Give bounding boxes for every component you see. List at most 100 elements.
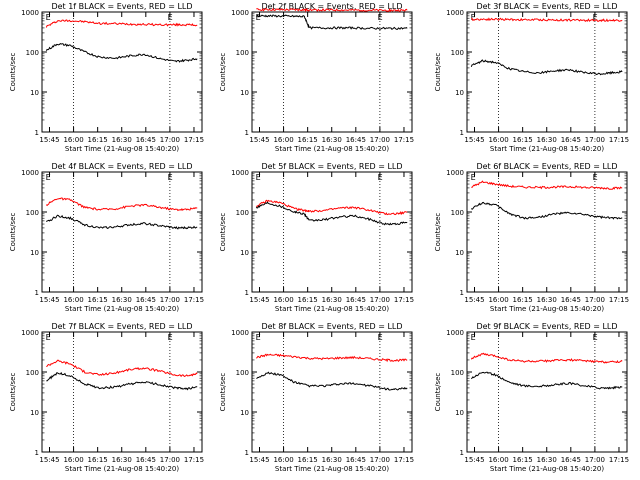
y-axis-label: Counts/sec [434,53,442,92]
x-tick-label: 15:45 [39,136,59,144]
series-line-lld [471,17,623,23]
y-tick-label: 100 [26,49,39,57]
y-tick-label: 1000 [231,169,249,177]
x-tick-label: 17:15 [609,296,629,304]
x-tick-label: 16:30 [537,456,557,464]
x-tick-label: 17:15 [394,136,414,144]
panel-title: Det 3f BLACK = Events, RED = LLD [476,2,617,11]
event-marker: E [593,333,598,342]
x-tick-label: 15:45 [39,456,59,464]
x-tick-label: 16:00 [63,456,83,464]
y-tick-label: 10 [30,409,39,417]
plot-frame [41,331,203,453]
series-line-lld [46,359,198,378]
event-marker: E [378,333,383,342]
x-axis-label: Start Time (21-Aug-08 15:40:20) [490,145,604,153]
x-tick-label: 16:15 [298,456,318,464]
x-tick-label: 16:00 [273,296,293,304]
x-tick-label: 17:15 [184,456,204,464]
y-tick-label: 1 [35,129,39,137]
x-tick-label: 17:15 [394,296,414,304]
x-axis-label: Start Time (21-Aug-08 15:40:20) [490,465,604,473]
x-tick-label: 16:45 [136,296,156,304]
y-tick-label: 1 [460,289,464,297]
x-axis-label: Start Time (21-Aug-08 15:40:20) [65,145,179,153]
x-tick-label: 17:15 [394,456,414,464]
y-tick-label: 1000 [21,329,39,337]
x-tick-label: 17:00 [160,296,180,304]
x-tick-label: 16:00 [488,456,508,464]
y-tick-label: 100 [26,209,39,217]
x-tick-label: 16:45 [561,456,581,464]
y-tick-label: 100 [451,49,464,57]
series-line-events [45,214,198,230]
x-tick-label: 16:30 [322,136,342,144]
series-line-events [256,371,408,391]
y-tick-label: 10 [455,249,464,257]
x-tick-label: 16:15 [88,456,108,464]
x-tick-label: 16:45 [561,296,581,304]
panel-title: Det 9f BLACK = Events, RED = LLD [476,322,617,331]
event-marker: E [168,333,173,342]
plot-frame [466,171,628,293]
x-tick-label: 16:45 [346,456,366,464]
plot-frame [251,331,413,453]
y-tick-label: 1 [460,449,464,457]
x-tick-label: 16:15 [88,136,108,144]
panel-title: Det 4f BLACK = Events, RED = LLD [51,162,192,171]
x-tick-label: 16:45 [346,296,366,304]
x-tick-label: 15:45 [464,456,484,464]
x-tick-label: 16:00 [63,136,83,144]
event-marker: E [46,333,51,342]
x-axis-label: Start Time (21-Aug-08 15:40:20) [490,305,604,313]
y-tick-label: 10 [455,409,464,417]
y-tick-label: 1000 [446,9,464,17]
series-line-lld [256,199,408,216]
event-marker: E [46,173,51,182]
series-line-lld [45,197,198,212]
y-axis-label: Counts/sec [9,373,17,412]
y-tick-label: 1 [245,289,249,297]
series-line-events [255,201,408,226]
panel-title: Det 5f BLACK = Events, RED = LLD [261,162,402,171]
y-tick-label: 1000 [231,329,249,337]
x-tick-label: 15:45 [464,136,484,144]
x-tick-label: 16:30 [112,296,132,304]
y-tick-label: 10 [240,89,249,97]
y-tick-label: 1000 [446,169,464,177]
x-tick-label: 17:15 [609,456,629,464]
event-marker: E [471,173,476,182]
y-tick-label: 100 [26,369,39,377]
y-tick-label: 1 [35,289,39,297]
x-tick-label: 16:45 [561,136,581,144]
y-tick-label: 10 [240,409,249,417]
x-axis-label: Start Time (21-Aug-08 15:40:20) [65,465,179,473]
series-line-lld [471,180,623,190]
x-tick-label: 16:45 [346,136,366,144]
plot-frame [251,171,413,293]
x-tick-label: 15:45 [249,296,269,304]
y-axis-label: Counts/sec [219,213,227,252]
x-tick-label: 16:30 [537,296,557,304]
event-marker: E [378,13,383,22]
x-tick-label: 17:00 [585,296,605,304]
x-axis-label: Start Time (21-Aug-08 15:40:20) [275,305,389,313]
x-tick-label: 16:15 [298,136,318,144]
y-tick-label: 10 [240,249,249,257]
x-tick-label: 17:00 [160,456,180,464]
x-tick-label: 17:00 [370,456,390,464]
x-tick-label: 15:45 [39,296,59,304]
event-marker: E [378,173,383,182]
event-marker: E [46,13,51,22]
x-tick-label: 16:30 [112,136,132,144]
x-tick-label: 15:45 [249,456,269,464]
x-tick-label: 16:00 [488,136,508,144]
y-tick-label: 100 [236,49,249,57]
panel-title: Det 1f BLACK = Events, RED = LLD [51,2,192,11]
y-tick-label: 100 [236,369,249,377]
